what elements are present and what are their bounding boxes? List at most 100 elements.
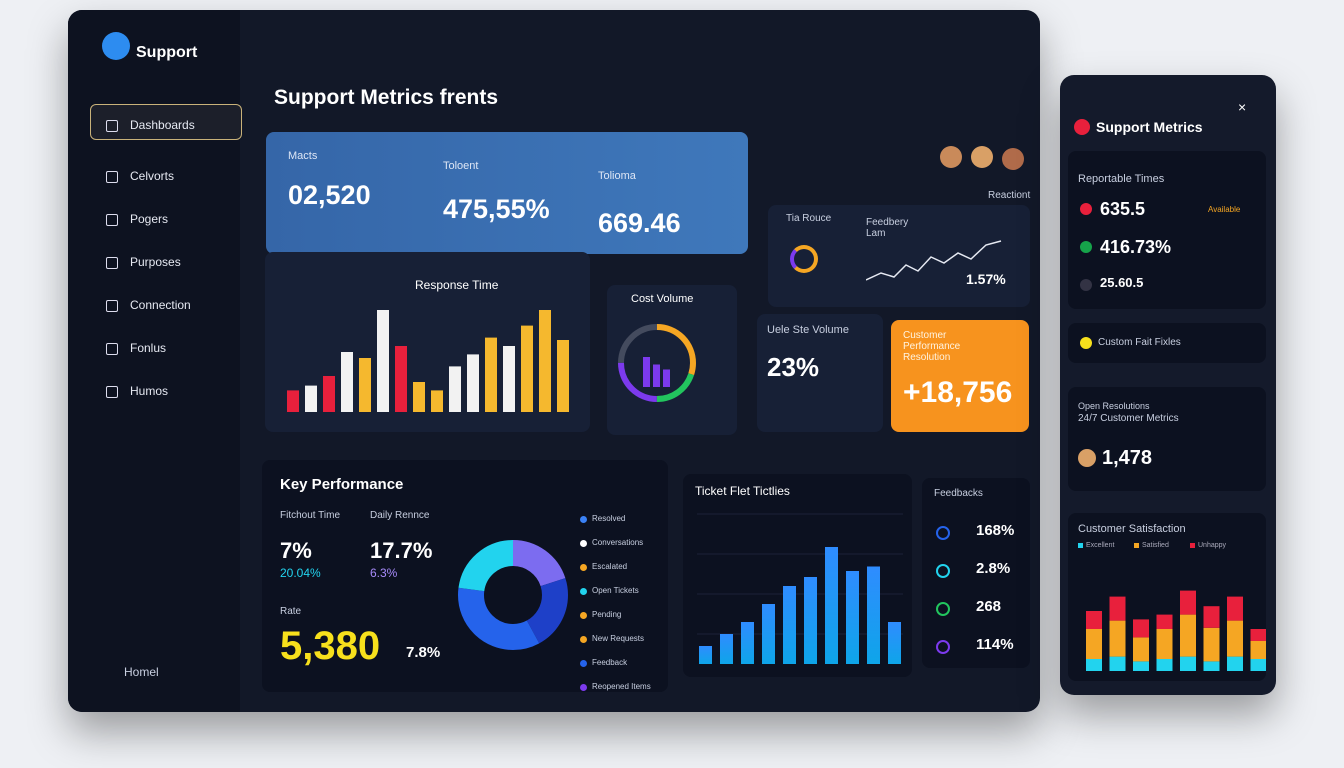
bar-segment [1203, 606, 1220, 628]
avatar[interactable] [971, 146, 993, 168]
nav-item[interactable]: Purposes [130, 255, 181, 269]
nav-item[interactable]: Celvorts [130, 169, 175, 183]
legend-swatch [580, 660, 587, 667]
nav-icon [106, 120, 118, 132]
bar-chart [287, 310, 569, 412]
nav-item[interactable]: Pogers [130, 212, 169, 226]
bar [323, 376, 335, 412]
bar-segment [1250, 659, 1266, 671]
legend-swatch [580, 612, 587, 619]
row-value: 635.5 [1100, 199, 1146, 219]
trend-value: 1.57% [966, 271, 1006, 287]
trend-icon [790, 245, 818, 273]
donut-segment [618, 324, 696, 402]
satisfaction-card: Customer Satisfaction Excellent Satisfied… [1068, 513, 1266, 681]
rate-value: 5,380 [280, 624, 381, 668]
bar-segment [1180, 656, 1196, 671]
row-value: 25.60.5 [1100, 275, 1144, 290]
trend-title: Tia Rouce [786, 213, 832, 224]
nav-item[interactable]: Connection [130, 298, 191, 312]
bar [539, 310, 551, 412]
row-value: 168% [976, 522, 1015, 539]
bar-segment [1133, 661, 1149, 671]
kpi-value: 02,520 [288, 180, 371, 210]
bar-segment [1250, 629, 1266, 641]
kpi-band [266, 132, 748, 254]
avatar[interactable] [1002, 148, 1024, 170]
bar [449, 366, 461, 412]
metric-delta: 6.3% [370, 566, 398, 580]
bar [287, 390, 299, 412]
bar-segment [1227, 620, 1243, 657]
bar [867, 566, 880, 664]
panel-title: Support Metrics [1096, 119, 1203, 135]
row-icon [936, 602, 950, 616]
bar-segment [1086, 659, 1102, 671]
nav-selected[interactable] [90, 104, 242, 140]
metric-delta: 20.04% [280, 566, 321, 580]
stacked-bar-chart [1086, 590, 1266, 671]
bar [377, 310, 389, 412]
bar-segment [1133, 619, 1149, 638]
legend-swatch [580, 540, 587, 547]
fixes-card: Custom Fait Fixles [1068, 323, 1266, 363]
bar-segment [1227, 656, 1243, 671]
bar [888, 622, 901, 664]
bar-segment [1086, 629, 1102, 659]
trend-subtitle: Feedbery Lam [866, 217, 909, 239]
nav-item[interactable]: Dashboards [130, 118, 195, 132]
page-title: Support Metrics frents [274, 86, 499, 109]
nav-item[interactable]: Fonlus [130, 341, 167, 355]
fixes-label: Custom Fait Fixles [1098, 337, 1181, 348]
legend-label: Open Tickets [592, 586, 639, 595]
nav-item[interactable]: Humos [130, 384, 169, 398]
bar-segment [1180, 590, 1196, 615]
card-title: Ticket Flet Tictlies [695, 484, 790, 498]
legend-label: Reopened Items [592, 682, 651, 691]
bar [485, 337, 497, 412]
open-card: Open Resolutions 24/7 Customer Metrics 1… [1068, 387, 1266, 491]
legend-label: Feedback [592, 658, 628, 667]
card-title: Feedbacks [934, 488, 983, 499]
bar [804, 577, 817, 664]
legend-swatch [580, 588, 587, 595]
bar [341, 352, 353, 412]
row-icon [1080, 241, 1092, 253]
avatar[interactable] [940, 146, 962, 168]
card-title: Customer Satisfaction [1078, 523, 1186, 535]
card-title: Cost Volume [631, 293, 694, 305]
legend-label: New Requests [592, 634, 645, 643]
bar [825, 547, 838, 664]
nav-icon [106, 214, 118, 226]
bar-segment [1203, 627, 1220, 662]
bar [762, 604, 775, 664]
kpi-label: Macts [288, 150, 318, 162]
kpi-label: Tolioma [598, 170, 636, 182]
bar [413, 382, 425, 412]
metric-value: 17.7% [370, 538, 433, 563]
times-card: Reportable Times 635.5 416.73% 25.60.5 Avai… [1068, 151, 1266, 309]
row-value: 268 [976, 598, 1002, 615]
open-subtitle: 24/7 Customer Metrics [1078, 413, 1179, 424]
row-value: 416.73% [1100, 237, 1172, 257]
donut-segment [458, 540, 568, 650]
brand: Support [136, 44, 198, 61]
bar-segment [1109, 620, 1126, 657]
cost-card: Cost Volume [607, 285, 737, 435]
legend-label: Satisfied [1142, 542, 1169, 549]
rate-label: Rate [280, 606, 302, 617]
sidebar-footer[interactable]: Homel [124, 665, 159, 679]
panel-logo [1074, 119, 1090, 135]
card-title: Uele Ste Volume [767, 324, 849, 336]
avatar [1078, 449, 1096, 467]
row-tag: Available [1208, 205, 1241, 214]
legend-swatch [580, 684, 587, 691]
bar [521, 325, 533, 412]
close-button[interactable]: × [1238, 99, 1247, 115]
resolution-card: Customer Performance Resolution +18,756 [891, 320, 1029, 432]
resolution-value: +18,756 [903, 376, 1013, 409]
kpi-label: Toloent [443, 160, 479, 172]
row-icon [1080, 279, 1092, 291]
key-performance-card: Key Performance Fitchout Time 7% 20.04% … [262, 460, 668, 692]
